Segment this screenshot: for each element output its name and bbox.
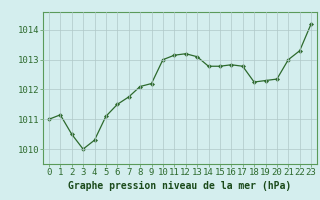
X-axis label: Graphe pression niveau de la mer (hPa): Graphe pression niveau de la mer (hPa): [68, 181, 292, 191]
